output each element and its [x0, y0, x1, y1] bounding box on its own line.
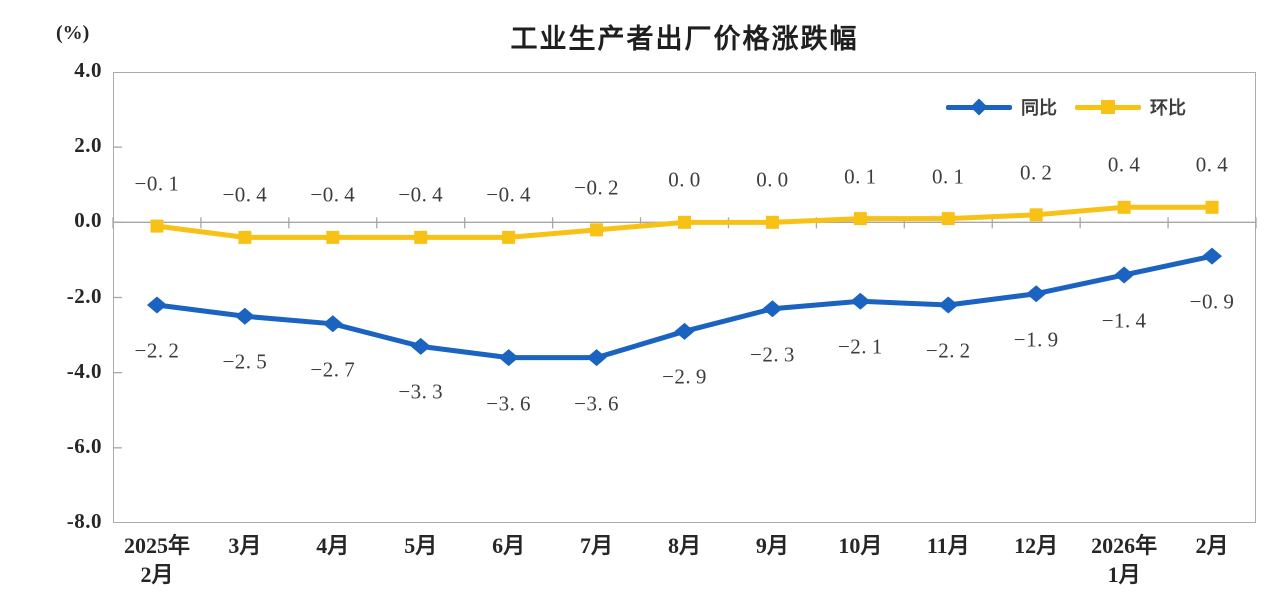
- x-tick-label: 2025年 2月: [123, 533, 190, 587]
- data-label: −3. 3: [398, 379, 444, 404]
- data-label: 0. 0: [756, 167, 789, 192]
- x-tick-label: 10月: [838, 533, 883, 558]
- data-label: −2. 1: [837, 334, 883, 359]
- y-tick-label: -4.0: [66, 358, 102, 383]
- data-label: −0. 4: [222, 182, 268, 207]
- legend-item-mom: 环比: [1075, 94, 1186, 120]
- y-axis-unit-label: (%): [56, 22, 90, 44]
- chart-title: 工业生产者出厂价格涨跌幅: [510, 24, 859, 54]
- data-label: −2. 7: [310, 357, 356, 382]
- legend-label: 同比: [1021, 98, 1057, 118]
- data-label: −0. 4: [310, 182, 356, 207]
- x-tick-label: 12月: [1014, 533, 1059, 558]
- legend-label: 环比: [1150, 98, 1186, 118]
- data-label: 0. 4: [1107, 152, 1141, 177]
- data-label: −3. 6: [486, 391, 532, 416]
- data-label: −0. 4: [398, 182, 444, 207]
- legend-item-yoy: 同比: [946, 94, 1057, 120]
- y-tick-label: -8.0: [66, 509, 102, 533]
- data-label: −1. 9: [1013, 327, 1059, 352]
- y-tick-label: 0.0: [74, 208, 102, 233]
- data-label: −0. 4: [486, 182, 532, 207]
- square-legend-swatch-icon: [1075, 97, 1141, 117]
- y-tick-label: 4.0: [74, 58, 102, 82]
- data-label: 0. 0: [668, 167, 701, 192]
- data-label: −2. 9: [662, 364, 707, 389]
- data-label: 0. 4: [1195, 152, 1229, 177]
- data-label: −2. 3: [750, 342, 795, 367]
- x-tick-label: 3月: [228, 533, 262, 558]
- x-tick-label: 2026年 1月: [1091, 533, 1158, 587]
- x-tick-label: 4月: [316, 533, 350, 558]
- y-tick-label: -6.0: [66, 433, 102, 458]
- x-tick-label: 5月: [404, 533, 438, 558]
- x-tick-label: 2月: [1195, 533, 1229, 558]
- y-tick-label: 2.0: [74, 133, 102, 158]
- x-tick-label: 8月: [667, 533, 702, 558]
- data-label: −0. 1: [134, 171, 180, 196]
- x-tick-label: 6月: [492, 533, 526, 558]
- y-tick-label: -2.0: [66, 283, 102, 308]
- data-label: 0. 1: [932, 164, 965, 189]
- data-label: −0. 2: [574, 175, 619, 200]
- x-tick-label: 7月: [580, 533, 614, 558]
- diamond-legend-swatch-icon: [946, 97, 1012, 117]
- data-label: −2. 2: [925, 338, 971, 363]
- data-label: 0. 2: [1019, 160, 1053, 185]
- x-tick-label: 9月: [755, 533, 789, 558]
- data-label: −1. 4: [1101, 308, 1147, 333]
- data-label: −2. 5: [222, 349, 268, 374]
- data-label: −2. 2: [134, 338, 180, 363]
- x-tick-label: 11月: [926, 533, 970, 558]
- plot-area: [113, 72, 1256, 523]
- legend: 同比 环比: [946, 94, 1186, 120]
- data-label: 0. 1: [844, 164, 877, 189]
- data-label: −3. 6: [574, 391, 619, 416]
- data-label: −0. 9: [1189, 289, 1235, 314]
